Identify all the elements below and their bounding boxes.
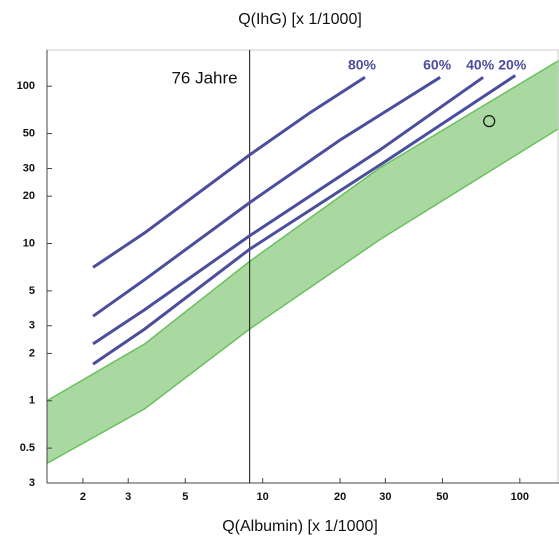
- y-tick-label: 1: [29, 395, 35, 407]
- y-tick-label: 0.5: [20, 442, 35, 454]
- x-axis-title: Q(Albumin) [x 1/1000]: [222, 518, 378, 535]
- x-tick-label: 10: [257, 491, 269, 503]
- y-tick-label: 10: [23, 237, 35, 249]
- x-tick-label: 30: [379, 491, 391, 503]
- x-tick-label: 50: [436, 491, 448, 503]
- x-tick-label: 3: [125, 491, 131, 503]
- y-tick-label: 20: [23, 190, 35, 202]
- series-line: [92, 76, 485, 346]
- series-line: [92, 76, 441, 318]
- y-tick-label: 3: [29, 320, 35, 332]
- y-tick-label: 5: [29, 285, 35, 297]
- y-tick-label: 3: [29, 477, 35, 489]
- x-tick-label: 5: [182, 491, 188, 503]
- x-tick-label: 100: [511, 491, 529, 503]
- series-label: 80%: [348, 57, 377, 73]
- series-line: [92, 76, 366, 269]
- series-label: 20%: [498, 57, 527, 73]
- x-tick-label: 20: [334, 491, 346, 503]
- y-tick-label: 100: [17, 80, 35, 92]
- x-tick-label: 2: [80, 491, 86, 503]
- age-label: 76 Jahre: [171, 68, 237, 87]
- series-label: 40%: [466, 57, 495, 73]
- chart-title: Q(IhG) [x 1/1000]: [238, 11, 362, 28]
- y-tick-label: 30: [23, 162, 35, 174]
- reference-band: [47, 60, 559, 464]
- series-label: 60%: [423, 57, 452, 73]
- y-tick-label: 2: [29, 347, 35, 359]
- patient-point: [483, 115, 496, 128]
- series-line: [92, 74, 517, 366]
- y-tick-label: 50: [23, 127, 35, 139]
